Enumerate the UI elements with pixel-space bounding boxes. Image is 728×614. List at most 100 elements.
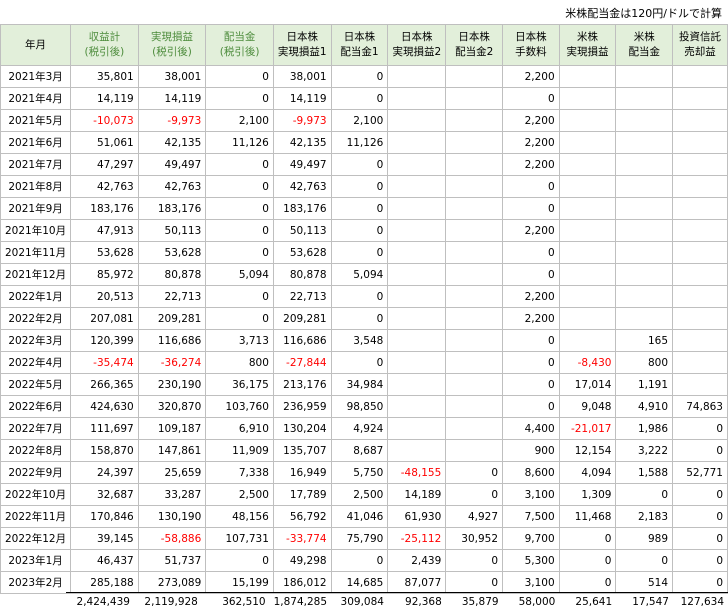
value-cell: 42,763: [272, 175, 332, 198]
value-cell: 0: [205, 285, 274, 308]
column-header: 年月: [0, 24, 72, 66]
table-row: 2023年1月 46,437 51,737 0 49,298 0 2,439 0 5,300 0 0…: [0, 549, 728, 572]
value-cell: 49,497: [137, 153, 207, 176]
value-cell: 209,281: [137, 307, 207, 330]
value-cell: 39,145: [70, 527, 139, 550]
value-cell: 0: [615, 549, 674, 572]
value-cell: [672, 219, 728, 242]
month-cell: 2021年8月: [0, 175, 72, 198]
value-cell: 0: [558, 549, 617, 572]
table-row: 2021年4月 14,119 14,119 0 14,119 0 0: [0, 87, 728, 110]
total-cell: 35,879: [445, 592, 503, 610]
value-cell: 22,713: [137, 285, 207, 308]
value-cell: [672, 329, 728, 352]
table-row: 2022年12月 39,145 -58,886 107,731 -33,774 75,79…: [0, 527, 728, 550]
value-cell: [672, 153, 728, 176]
value-cell: [387, 109, 447, 132]
value-cell: 0: [558, 527, 617, 550]
value-cell: [387, 131, 447, 154]
column-header-line2: 実現損益2: [392, 46, 442, 58]
value-cell: 11,909: [205, 439, 274, 462]
value-cell: 20,513: [70, 285, 139, 308]
value-cell: 41,046: [330, 505, 389, 528]
month-cell: 2021年11月: [0, 241, 72, 264]
value-cell: 80,878: [272, 263, 332, 286]
month-cell: 2022年5月: [0, 373, 72, 396]
table-row: 2022年6月 424,630 320,870 103,760 236,959 98,85…: [0, 395, 728, 418]
value-cell: [445, 87, 504, 110]
value-cell: 116,686: [137, 329, 207, 352]
value-cell: 52,771: [672, 461, 728, 484]
value-cell: [615, 131, 674, 154]
value-cell: [387, 395, 447, 418]
value-cell: 116,686: [272, 329, 332, 352]
value-cell: 8,600: [502, 461, 560, 484]
month-cell: 2021年7月: [0, 153, 72, 176]
value-cell: 50,113: [272, 219, 332, 242]
value-cell: 16,949: [272, 461, 332, 484]
value-cell: 0: [445, 549, 504, 572]
value-cell: 42,135: [272, 131, 332, 154]
month-cell: 2022年9月: [0, 461, 72, 484]
value-cell: 320,870: [137, 395, 207, 418]
value-cell: [445, 219, 504, 242]
value-cell: [558, 153, 617, 176]
value-cell: 989: [615, 527, 674, 550]
value-cell: 0: [502, 175, 560, 198]
value-cell: 0: [330, 241, 389, 264]
value-cell: 35,801: [70, 65, 139, 88]
value-cell: 207,081: [70, 307, 139, 330]
value-cell: 5,094: [330, 263, 389, 286]
value-cell: 12,154: [558, 439, 617, 462]
value-cell: 42,763: [70, 175, 139, 198]
value-cell: 0: [330, 153, 389, 176]
value-cell: [558, 109, 617, 132]
value-cell: 0: [205, 153, 274, 176]
value-cell: [387, 329, 447, 352]
table-row: 2021年10月 47,913 50,113 0 50,113 0 2,200: [0, 219, 728, 242]
value-cell: 9,048: [558, 395, 617, 418]
value-cell: 49,497: [272, 153, 332, 176]
value-cell: 111,697: [70, 417, 139, 440]
value-cell: 4,910: [615, 395, 674, 418]
value-cell: [387, 417, 447, 440]
value-cell: 0: [205, 87, 274, 110]
value-cell: [672, 109, 728, 132]
value-cell: -58,886: [137, 527, 207, 550]
column-header: 米株 配当金: [615, 24, 674, 66]
value-cell: [558, 175, 617, 198]
value-cell: 32,687: [70, 483, 139, 506]
total-cell: 127,634: [672, 592, 728, 610]
column-header: 日本株 配当金2: [445, 24, 504, 66]
value-cell: 14,685: [330, 571, 389, 594]
column-header-line1: 年月: [25, 38, 47, 51]
totals-table: 2,424,439 2,119,928 362,510 1,874,285 309,08…: [0, 592, 728, 610]
value-cell: 130,190: [137, 505, 207, 528]
value-cell: 5,750: [330, 461, 389, 484]
table-row: 2022年5月 266,365 230,190 36,175 213,176 34,984…: [0, 373, 728, 396]
total-cell: 58,000: [502, 592, 560, 610]
value-cell: 7,338: [205, 461, 274, 484]
value-cell: 0: [502, 263, 560, 286]
table-row: 2022年7月 111,697 109,187 6,910 130,204 4,924 4,…: [0, 417, 728, 440]
value-cell: 0: [445, 461, 504, 484]
month-cell: 2022年6月: [0, 395, 72, 418]
table-row: 2022年1月 20,513 22,713 0 22,713 0 2,200: [0, 285, 728, 308]
value-cell: [445, 197, 504, 220]
value-cell: 15,199: [205, 571, 274, 594]
value-cell: 0: [502, 329, 560, 352]
value-cell: 120,399: [70, 329, 139, 352]
table-row: 2022年9月 24,397 25,659 7,338 16,949 5,750 -48,1…: [0, 461, 728, 484]
value-cell: 42,763: [137, 175, 207, 198]
value-cell: 0: [330, 219, 389, 242]
value-cell: 3,548: [330, 329, 389, 352]
value-cell: 80,878: [137, 263, 207, 286]
month-cell: 2023年2月: [0, 571, 72, 594]
value-cell: [387, 351, 447, 374]
table-row: 2021年9月 183,176 183,176 0 183,176 0 0: [0, 197, 728, 220]
value-cell: 0: [502, 395, 560, 418]
value-cell: 0: [205, 307, 274, 330]
value-cell: [445, 65, 504, 88]
value-cell: 2,200: [502, 65, 560, 88]
value-cell: [558, 65, 617, 88]
